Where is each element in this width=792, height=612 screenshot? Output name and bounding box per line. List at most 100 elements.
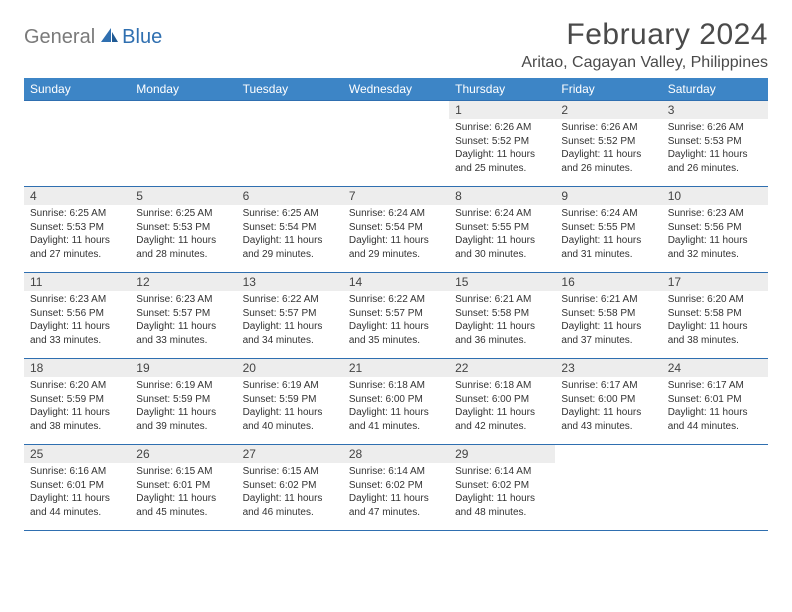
day-number: 18 xyxy=(24,358,130,377)
day-details: Sunrise: 6:25 AMSunset: 5:53 PMDaylight:… xyxy=(130,205,236,265)
sunrise-line: Sunrise: 6:20 AM xyxy=(30,379,124,393)
sunrise-line: Sunrise: 6:21 AM xyxy=(455,293,549,307)
day-details: Sunrise: 6:14 AMSunset: 6:02 PMDaylight:… xyxy=(449,463,555,523)
daylight-line: Daylight: 11 hours and 38 minutes. xyxy=(30,406,124,433)
weekday-header: Friday xyxy=(555,78,661,100)
sunrise-line: Sunrise: 6:23 AM xyxy=(136,293,230,307)
sunset-line: Sunset: 5:52 PM xyxy=(455,135,549,149)
weekday-header: Sunday xyxy=(24,78,130,100)
calendar-day-cell: 13Sunrise: 6:22 AMSunset: 5:57 PMDayligh… xyxy=(237,272,343,358)
daylight-line: Daylight: 11 hours and 29 minutes. xyxy=(243,234,337,261)
calendar-day-cell: 8Sunrise: 6:24 AMSunset: 5:55 PMDaylight… xyxy=(449,186,555,272)
day-details: Sunrise: 6:20 AMSunset: 5:59 PMDaylight:… xyxy=(24,377,130,437)
calendar-day-cell: 22Sunrise: 6:18 AMSunset: 6:00 PMDayligh… xyxy=(449,358,555,444)
calendar-day-cell: 9 Sunrise: 6:24 AMSunset: 5:55 PMDaylight… xyxy=(555,186,661,272)
sunrise-line: Sunrise: 6:20 AM xyxy=(668,293,762,307)
calendar-day-cell xyxy=(662,444,768,530)
day-number: 24 xyxy=(662,358,768,377)
calendar-day-cell: 23Sunrise: 6:17 AMSunset: 6:00 PMDayligh… xyxy=(555,358,661,444)
calendar-day-cell: 14Sunrise: 6:22 AMSunset: 5:57 PMDayligh… xyxy=(343,272,449,358)
day-details: Sunrise: 6:23 AMSunset: 5:56 PMDaylight:… xyxy=(24,291,130,351)
calendar-day-cell: 20Sunrise: 6:19 AMSunset: 5:59 PMDayligh… xyxy=(237,358,343,444)
daylight-line: Daylight: 11 hours and 34 minutes. xyxy=(243,320,337,347)
calendar-day-cell: 7Sunrise: 6:24 AMSunset: 5:54 PMDaylight… xyxy=(343,186,449,272)
day-number: 7 xyxy=(343,186,449,205)
sunrise-line: Sunrise: 6:26 AM xyxy=(561,121,655,135)
sunrise-line: Sunrise: 6:19 AM xyxy=(243,379,337,393)
sunset-line: Sunset: 5:52 PM xyxy=(561,135,655,149)
day-details: Sunrise: 6:25 AMSunset: 5:53 PMDaylight:… xyxy=(24,205,130,265)
sunset-line: Sunset: 5:54 PM xyxy=(243,221,337,235)
sunrise-line: Sunrise: 6:21 AM xyxy=(561,293,655,307)
sunset-line: Sunset: 6:00 PM xyxy=(349,393,443,407)
daylight-line: Daylight: 11 hours and 27 minutes. xyxy=(30,234,124,261)
day-number: 12 xyxy=(130,272,236,291)
calendar-day-cell: 2Sunrise: 6:26 AMSunset: 5:52 PMDaylight… xyxy=(555,100,661,186)
logo-text-blue: Blue xyxy=(122,26,162,49)
calendar-day-cell: 18Sunrise: 6:20 AMSunset: 5:59 PMDayligh… xyxy=(24,358,130,444)
day-number-bar xyxy=(555,444,661,463)
daylight-line: Daylight: 11 hours and 33 minutes. xyxy=(136,320,230,347)
logo-sail-icon xyxy=(99,26,119,49)
sunset-line: Sunset: 5:55 PM xyxy=(561,221,655,235)
day-details: Sunrise: 6:21 AMSunset: 5:58 PMDaylight:… xyxy=(449,291,555,351)
day-details: Sunrise: 6:15 AMSunset: 6:01 PMDaylight:… xyxy=(130,463,236,523)
location-label: Aritao, Cagayan Valley, Philippines xyxy=(521,54,768,72)
day-number: 1 xyxy=(449,100,555,119)
sunset-line: Sunset: 6:00 PM xyxy=(455,393,549,407)
daylight-line: Daylight: 11 hours and 35 minutes. xyxy=(349,320,443,347)
daylight-line: Daylight: 11 hours and 44 minutes. xyxy=(668,406,762,433)
day-details: Sunrise: 6:22 AMSunset: 5:57 PMDaylight:… xyxy=(237,291,343,351)
day-details: Sunrise: 6:18 AMSunset: 6:00 PMDaylight:… xyxy=(343,377,449,437)
calendar-day-cell: 28Sunrise: 6:14 AMSunset: 6:02 PMDayligh… xyxy=(343,444,449,530)
daylight-line: Daylight: 11 hours and 38 minutes. xyxy=(668,320,762,347)
calendar-day-cell xyxy=(130,100,236,186)
daylight-line: Daylight: 11 hours and 36 minutes. xyxy=(455,320,549,347)
sunset-line: Sunset: 5:53 PM xyxy=(668,135,762,149)
day-number: 25 xyxy=(24,444,130,463)
calendar-day-cell: 15Sunrise: 6:21 AMSunset: 5:58 PMDayligh… xyxy=(449,272,555,358)
logo-text-gray: General xyxy=(24,26,95,49)
sunrise-line: Sunrise: 6:14 AM xyxy=(455,465,549,479)
daylight-line: Daylight: 11 hours and 25 minutes. xyxy=(455,148,549,175)
day-number-bar xyxy=(237,100,343,119)
month-title: February 2024 xyxy=(521,18,768,52)
calendar-day-cell: 19Sunrise: 6:19 AMSunset: 5:59 PMDayligh… xyxy=(130,358,236,444)
daylight-line: Daylight: 11 hours and 31 minutes. xyxy=(561,234,655,261)
calendar-day-cell: 17Sunrise: 6:20 AMSunset: 5:58 PMDayligh… xyxy=(662,272,768,358)
sunset-line: Sunset: 5:53 PM xyxy=(30,221,124,235)
day-number: 27 xyxy=(237,444,343,463)
sunset-line: Sunset: 6:00 PM xyxy=(561,393,655,407)
weekday-header: Thursday xyxy=(449,78,555,100)
day-details: Sunrise: 6:24 AMSunset: 5:54 PMDaylight:… xyxy=(343,205,449,265)
sunset-line: Sunset: 5:57 PM xyxy=(349,307,443,321)
calendar-week-row: 1Sunrise: 6:26 AMSunset: 5:52 PMDaylight… xyxy=(24,100,768,186)
day-number: 23 xyxy=(555,358,661,377)
sunrise-line: Sunrise: 6:24 AM xyxy=(455,207,549,221)
day-number-bar xyxy=(130,100,236,119)
title-block: February 2024 Aritao, Cagayan Valley, Ph… xyxy=(521,18,768,72)
calendar-week-row: 18Sunrise: 6:20 AMSunset: 5:59 PMDayligh… xyxy=(24,358,768,444)
day-number: 10 xyxy=(662,186,768,205)
day-number: 20 xyxy=(237,358,343,377)
calendar-day-cell xyxy=(24,100,130,186)
weekday-header: Saturday xyxy=(662,78,768,100)
calendar-day-cell: 11Sunrise: 6:23 AMSunset: 5:56 PMDayligh… xyxy=(24,272,130,358)
sunset-line: Sunset: 5:57 PM xyxy=(243,307,337,321)
calendar-body: 1Sunrise: 6:26 AMSunset: 5:52 PMDaylight… xyxy=(24,100,768,531)
sunrise-line: Sunrise: 6:24 AM xyxy=(561,207,655,221)
sunset-line: Sunset: 5:59 PM xyxy=(243,393,337,407)
sunset-line: Sunset: 6:01 PM xyxy=(136,479,230,493)
day-details: Sunrise: 6:24 AMSunset: 5:55 PMDaylight:… xyxy=(449,205,555,265)
day-number: 4 xyxy=(24,186,130,205)
daylight-line: Daylight: 11 hours and 26 minutes. xyxy=(668,148,762,175)
day-details: Sunrise: 6:17 AMSunset: 6:01 PMDaylight:… xyxy=(662,377,768,437)
calendar-week-row: 25Sunrise: 6:16 AMSunset: 6:01 PMDayligh… xyxy=(24,444,768,530)
bottom-rule xyxy=(24,530,768,531)
day-number-bar xyxy=(343,100,449,119)
day-details: Sunrise: 6:17 AMSunset: 6:00 PMDaylight:… xyxy=(555,377,661,437)
calendar-day-cell: 29Sunrise: 6:14 AMSunset: 6:02 PMDayligh… xyxy=(449,444,555,530)
day-details: Sunrise: 6:25 AMSunset: 5:54 PMDaylight:… xyxy=(237,205,343,265)
day-details: Sunrise: 6:15 AMSunset: 6:02 PMDaylight:… xyxy=(237,463,343,523)
day-number: 9 xyxy=(555,186,661,205)
